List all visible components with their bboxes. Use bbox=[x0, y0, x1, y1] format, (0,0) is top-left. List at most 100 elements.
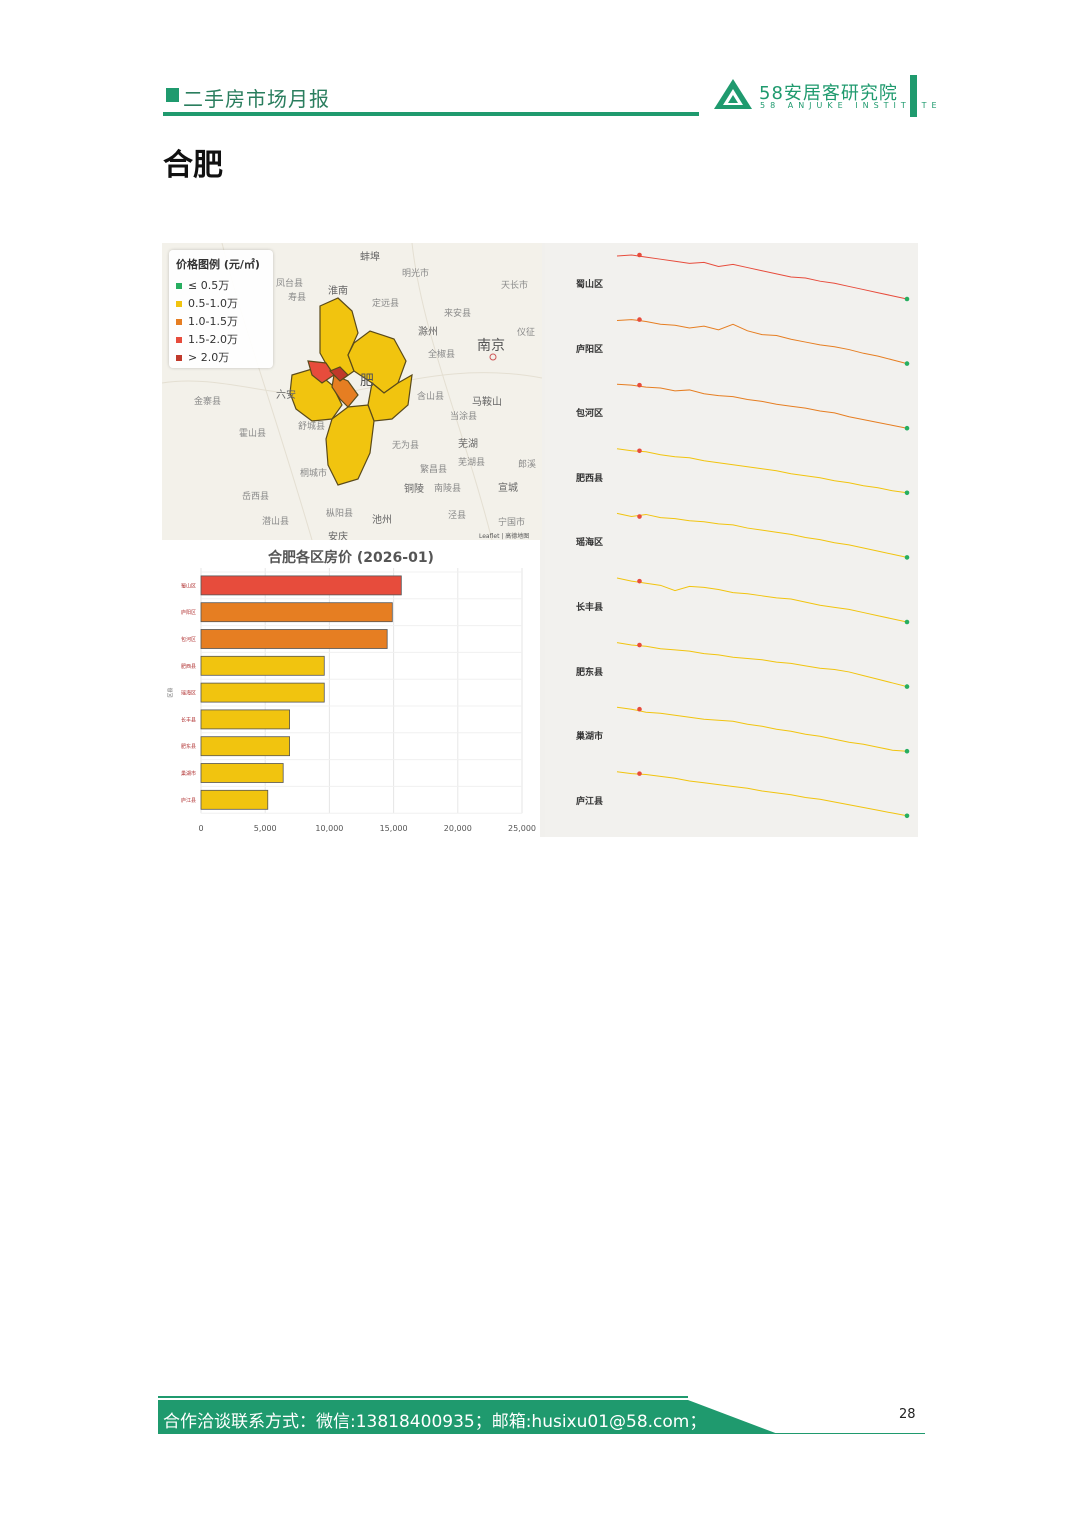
map-label: 蚌埠 bbox=[360, 252, 380, 263]
trend-sparklines bbox=[616, 252, 910, 819]
sparkline bbox=[616, 771, 908, 817]
sparkline-max-marker bbox=[637, 771, 642, 776]
sparkline bbox=[616, 577, 908, 623]
map-label: 泾县 bbox=[448, 511, 467, 521]
sparkline-label: 包河区 bbox=[576, 409, 604, 420]
bar bbox=[200, 789, 269, 810]
y-category-label: 长丰县 bbox=[181, 716, 196, 723]
sparkline-max-marker bbox=[637, 252, 642, 258]
sparkline-min-marker bbox=[904, 813, 910, 819]
bar bbox=[200, 736, 290, 757]
map-label: 六安 bbox=[276, 390, 296, 401]
header-side-bar bbox=[910, 75, 917, 117]
map-canvas bbox=[162, 243, 542, 540]
map-label: 桐城市 bbox=[300, 469, 328, 479]
anjuke-logo-icon bbox=[714, 79, 752, 109]
sparkline-min-marker bbox=[904, 684, 910, 689]
sparkline bbox=[616, 512, 908, 558]
sparkline bbox=[616, 448, 908, 494]
map-label: 芜湖 bbox=[458, 439, 478, 450]
map-label: 安庆 bbox=[328, 532, 348, 540]
map-label: 定远县 bbox=[372, 299, 400, 309]
bar bbox=[200, 655, 325, 676]
sparkline-label: 庐江县 bbox=[576, 796, 604, 807]
bar bbox=[200, 602, 393, 623]
map-label: 霍山县 bbox=[239, 429, 267, 439]
map-label: 潜山县 bbox=[262, 517, 290, 527]
legend-swatch-icon bbox=[176, 355, 182, 361]
y-category-label: 肥西县 bbox=[181, 664, 196, 670]
legend-item: ≤ 0.5万 bbox=[176, 277, 229, 293]
map-label: 郎溪 bbox=[518, 460, 537, 470]
region-luyang bbox=[328, 366, 349, 382]
x-tick-label: 15,000 bbox=[380, 824, 408, 833]
bar bbox=[200, 629, 388, 649]
sparkline-label: 瑶海区 bbox=[576, 538, 604, 549]
x-tick-label: 5,000 bbox=[254, 824, 277, 833]
sparkline-max-marker bbox=[637, 642, 642, 648]
sparkline-min-marker bbox=[904, 361, 910, 366]
legend-swatch-icon bbox=[176, 337, 182, 343]
bar-chart: 0 5,000 10,000 15,000 20,000 25,000 蜀山区庐阳区包河区肥… bbox=[168, 568, 536, 833]
page-number: 28 bbox=[899, 1407, 916, 1422]
bar bbox=[200, 763, 284, 783]
y-axis-label: 区县 bbox=[168, 688, 174, 698]
map-label: 宣城 bbox=[498, 483, 518, 494]
map-label: 淮南 bbox=[328, 286, 348, 297]
sparkline bbox=[616, 706, 908, 752]
legend-item: 0.5-1.0万 bbox=[176, 295, 238, 311]
sparkline-label: 巢湖市 bbox=[576, 732, 604, 743]
sparkline-label: 蜀山区 bbox=[576, 280, 604, 290]
sparkline-min-marker bbox=[904, 296, 910, 302]
y-category-label: 包河区 bbox=[181, 636, 196, 643]
map-label: 无为县 bbox=[392, 441, 420, 451]
sparkline bbox=[616, 383, 908, 429]
y-category-label: 肥东县 bbox=[181, 743, 196, 750]
legend-swatch-icon bbox=[176, 301, 182, 307]
sparkline bbox=[616, 642, 908, 688]
sparkline-max-marker bbox=[637, 578, 642, 584]
bar-chart-title: 合肥各区房价 (2026-01) bbox=[268, 550, 434, 566]
sparkline-min-marker bbox=[904, 748, 910, 754]
map-label: 枞阳县 bbox=[326, 509, 354, 519]
map-label: 仪征 bbox=[517, 328, 536, 338]
header-rule bbox=[163, 112, 699, 116]
map-label: 含山县 bbox=[417, 392, 445, 402]
map-label: 天长市 bbox=[501, 281, 529, 291]
map-label: 凤台县 bbox=[276, 279, 304, 289]
map-label: 宁国市 bbox=[498, 518, 526, 528]
footer-bottom-rule bbox=[158, 1433, 925, 1434]
map-label: 铜陵 bbox=[404, 484, 424, 495]
trend-sparkline-panel bbox=[545, 243, 918, 837]
sparkline-max-marker bbox=[637, 448, 642, 454]
map-label: 南京 bbox=[477, 338, 505, 354]
map-label: 繁昌县 bbox=[420, 465, 448, 475]
legend-swatch-icon bbox=[176, 319, 182, 325]
y-category-label: 蜀山区 bbox=[181, 582, 196, 589]
map-attribution[interactable]: Leaflet | 高德地图 bbox=[479, 533, 530, 540]
sparkline-max-marker bbox=[637, 514, 642, 519]
footer-band bbox=[158, 1400, 778, 1434]
sparkline-min-marker bbox=[904, 490, 910, 496]
footer-contact: 合作洽谈联系方式：微信:13818400935；邮箱:husixu01@58.c… bbox=[163, 1412, 707, 1432]
city-title: 合肥 bbox=[163, 148, 223, 183]
map-label: 明光市 bbox=[402, 269, 430, 279]
sparkline-max-marker bbox=[637, 317, 642, 322]
bar bbox=[200, 709, 290, 730]
map-label: 全椒县 bbox=[428, 350, 456, 360]
legend-item: 1.5-2.0万 bbox=[176, 331, 238, 347]
map-label: 寿县 bbox=[288, 293, 307, 303]
sparkline-label: 肥东县 bbox=[576, 667, 604, 678]
map-label: 芜湖县 bbox=[458, 458, 486, 468]
y-category-label: 巢湖市 bbox=[181, 770, 196, 777]
x-tick-label: 0 bbox=[198, 824, 203, 833]
sparkline-min-marker bbox=[904, 425, 910, 431]
legend-item: > 2.0万 bbox=[176, 349, 229, 365]
map-label: 马鞍山 bbox=[472, 397, 502, 408]
legend-title: 价格图例 (元/㎡) bbox=[176, 258, 260, 271]
x-tick-label: 20,000 bbox=[444, 824, 472, 833]
map-label: 当涂县 bbox=[450, 412, 478, 422]
brand-name-en: 58 ANJUKE INSTITUTE bbox=[760, 101, 942, 110]
y-category-label: 瑶海区 bbox=[181, 690, 196, 697]
header-square-icon bbox=[166, 88, 179, 102]
